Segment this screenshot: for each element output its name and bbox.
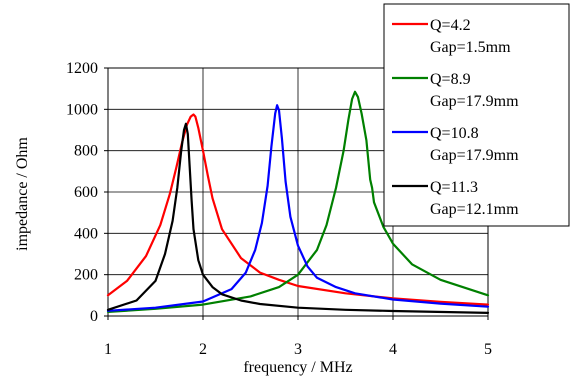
y-tick-label: 1000 xyxy=(66,101,98,118)
series-line-1 xyxy=(106,113,490,306)
series-line-3 xyxy=(106,104,490,312)
legend-label: Q=4.2 xyxy=(430,17,471,34)
x-axis-label: frequency / MHz xyxy=(243,359,352,376)
x-tick-label: 5 xyxy=(484,341,492,358)
legend: Q=4.2 Gap=1.5mm Q=8.9 Gap=17.9mm Q=10.8 Gap=1… xyxy=(383,3,570,227)
legend-label: Q=11.3 xyxy=(430,179,478,196)
y-tick-label: 800 xyxy=(74,143,98,160)
series-line-4 xyxy=(106,122,490,314)
legend-label: Gap=1.5mm xyxy=(430,39,511,56)
x-tick-label: 1 xyxy=(104,341,112,358)
y-tick-label: 600 xyxy=(74,184,98,201)
legend-label: Q=10.8 xyxy=(430,125,479,142)
data-series xyxy=(106,90,490,314)
y-tick-label: 200 xyxy=(74,267,98,284)
series-line-2 xyxy=(106,90,490,313)
x-tick-label: 3 xyxy=(294,341,302,358)
y-tick-label: 1200 xyxy=(66,60,98,77)
y-axis-label: impedance / Ohm xyxy=(14,137,31,251)
legend-label: Gap=17.9mm xyxy=(430,147,519,164)
legend-label: Gap=12.1mm xyxy=(430,201,519,218)
legend-box xyxy=(383,3,570,227)
legend-label: Q=8.9 xyxy=(430,71,471,88)
legend-label: Gap=17.9mm xyxy=(430,93,519,110)
y-tick-label: 0 xyxy=(90,308,98,325)
x-tick-label: 4 xyxy=(389,341,397,358)
axis-ticks: 0 200 400 600 800 1000 1200 1 2 3 4 5 xyxy=(66,60,492,358)
x-tick-label: 2 xyxy=(199,341,207,358)
y-tick-label: 400 xyxy=(74,225,98,242)
